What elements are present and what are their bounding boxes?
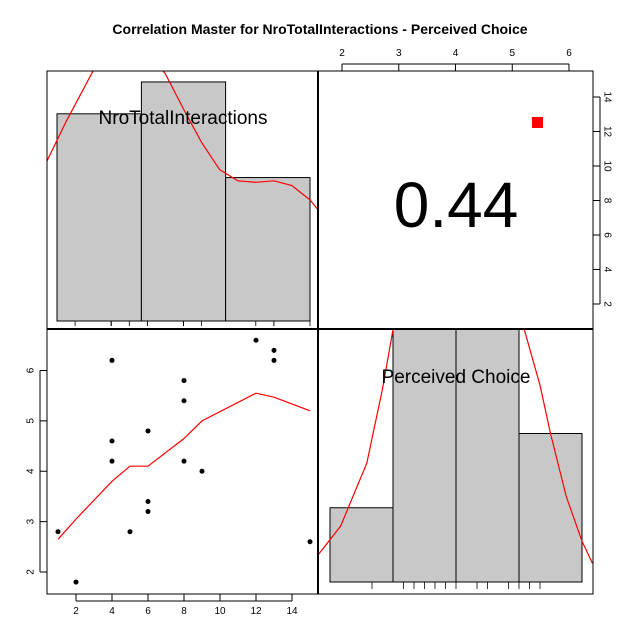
left-axis-tick-label-3: 3 [26,518,37,524]
scatter-point-10 [181,378,187,384]
correlation-panel: 2 3 4 5 6 2 4 6 8 10 12 14 [339,48,612,307]
left-axis-tick-label-5: 5 [26,418,37,424]
histogram-bar-1 [329,507,394,583]
scatter-point-4 [109,438,115,444]
scatter-point-15 [271,347,277,353]
bottom-axis-tick-label-6: 6 [145,606,151,617]
scatter-point-13 [199,468,205,474]
histogram-bar-4 [518,433,583,583]
bottom-axis-tick-label-4: 4 [109,606,115,617]
scatter-point-3 [109,357,115,363]
top-axis-tick-label-6: 6 [566,48,572,59]
histogram-bar-2 [140,81,227,322]
histogram-bar-3 [225,177,311,322]
right-axis-tick-label-8: 8 [601,198,612,204]
scatter-point-12 [181,458,187,464]
scatter-point-9 [145,509,151,515]
left-axis-tick-label-4: 4 [26,468,37,474]
scatter-point-8 [145,498,151,504]
scatter-point-5 [109,458,115,464]
right-axis-tick-label-4: 4 [601,267,612,273]
top-axis-tick-label-5: 5 [509,48,515,59]
right-axis-tick-label-14: 14 [601,91,612,103]
scatter-point-17 [307,539,313,545]
right-axis-tick-label-2: 2 [601,301,612,307]
scatter-point-16 [271,357,277,363]
bottom-axis-tick-label-14: 14 [286,606,298,617]
smooth-line [57,392,311,540]
top-axis-tick-label-4: 4 [453,48,459,59]
bottom-axis-tick-label-8: 8 [181,606,187,617]
scatter-point-2 [73,579,79,585]
histogram-panel-perceived-choice [318,329,593,589]
scatter-panel: 2 4 6 8 10 12 14 2 3 4 5 6 [26,337,313,617]
significance-marker-square [532,117,543,128]
scatter-point-11 [181,398,187,404]
scatter-point-6 [127,529,133,535]
histogram-panel-nrototalinteractions [47,71,318,326]
right-axis-tick-label-10: 10 [601,160,612,172]
right-axis-tick-label-12: 12 [601,126,612,138]
variable-label-nrototalinteractions: NroTotalInteractions [99,108,268,129]
top-axis-tick-label-2: 2 [339,48,345,59]
bottom-axis-tick-label-10: 10 [214,606,226,617]
bottom-axis-tick-label-12: 12 [250,606,262,617]
density-curve [47,71,318,211]
top-axis-tick-label-3: 3 [396,48,402,59]
left-axis-tick-label-2: 2 [26,569,37,575]
scatter-point-14 [253,337,259,343]
bottom-axis-tick-label-2: 2 [73,606,79,617]
histogram-bar-2 [392,329,457,583]
correlation-value: 0.44 [394,169,519,241]
left-axis-tick-label-6: 6 [26,367,37,373]
histogram-bar-3 [455,329,520,583]
histogram-bar-1 [56,113,142,322]
scatter-point-7 [145,428,151,434]
density-curve [318,329,593,564]
variable-label-perceived-choice: Perceived Choice [382,367,531,388]
chart-title: Correlation Master for NroTotalInteracti… [112,21,527,37]
scatter-point-1 [55,529,61,535]
right-axis-tick-label-6: 6 [601,232,612,238]
panel-frames [46,70,594,595]
